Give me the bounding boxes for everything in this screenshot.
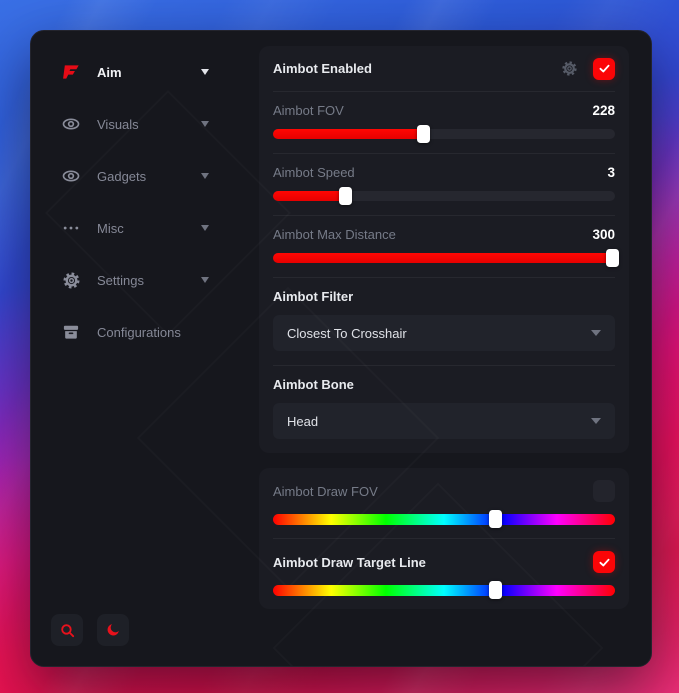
divider	[273, 538, 615, 539]
sidebar-item-misc[interactable]: Misc	[31, 202, 259, 254]
check-icon	[599, 64, 609, 73]
divider	[273, 277, 615, 278]
aimbot-draw-target-line-color-slider[interactable]	[273, 581, 615, 599]
chevron-down-icon	[591, 418, 601, 424]
slider-fill	[273, 510, 503, 528]
eye-icon	[61, 114, 81, 134]
slider-thumb[interactable]	[489, 510, 503, 528]
aimbot-filter-value: Closest To Crosshair	[287, 325, 407, 341]
aimbot-filter-row: Aimbot Filter Closest To Crosshair	[273, 278, 615, 365]
hue-gradient	[273, 514, 615, 525]
theme-toggle-button[interactable]	[97, 614, 129, 646]
aimbot-speed-row: Aimbot Speed 3	[273, 154, 615, 215]
aimbot-max-distance-row: Aimbot Max Distance 300	[273, 216, 619, 277]
chevron-down-icon	[201, 225, 209, 231]
aimbot-draw-fov-row: Aimbot Draw FOV	[273, 468, 615, 538]
aimbot-bone-label: Aimbot Bone	[273, 377, 354, 392]
aimbot-options-gear-button[interactable]	[561, 60, 578, 77]
sidebar-item-gadgets[interactable]: Gadgets	[31, 150, 259, 202]
archive-icon	[61, 322, 81, 342]
aimbot-enabled-row: Aimbot Enabled	[273, 46, 615, 91]
check-icon	[599, 558, 609, 566]
aimbot-filter-select[interactable]: Closest To Crosshair	[273, 315, 615, 351]
aimbot-speed-label: Aimbot Speed	[273, 165, 355, 180]
aimbot-max-distance-label: Aimbot Max Distance	[273, 227, 396, 242]
aimbot-max-distance-value: 300	[592, 227, 615, 242]
sidebar-item-label: Misc	[97, 220, 124, 236]
sidebar: Aim Visuals Gadgets	[31, 31, 259, 666]
chevron-down-icon	[201, 277, 209, 283]
slider-fill	[273, 249, 619, 267]
slider-thumb[interactable]	[489, 581, 503, 599]
aimbot-bone-row: Aimbot Bone Head	[273, 366, 615, 453]
aimbot-draw-target-line-checkbox[interactable]	[593, 551, 615, 573]
main-panel: Aimbot Enabled	[259, 31, 651, 666]
search-button[interactable]	[51, 614, 83, 646]
aimbot-speed-slider[interactable]	[273, 187, 615, 205]
gear-icon	[562, 61, 577, 76]
divider	[273, 365, 615, 366]
aimbot-filter-label: Aimbot Filter	[273, 289, 354, 304]
divider	[273, 215, 615, 216]
sidebar-item-label: Gadgets	[97, 168, 147, 184]
chevron-down-icon	[201, 173, 209, 179]
slider-thumb[interactable]	[605, 249, 619, 267]
eye-icon	[61, 166, 81, 186]
sidebar-footer	[51, 614, 129, 646]
aimbot-fov-slider[interactable]	[273, 125, 615, 143]
hue-gradient	[273, 585, 615, 596]
aimbot-fov-value: 228	[592, 103, 615, 118]
aimbot-bone-select[interactable]: Head	[273, 403, 615, 439]
ellipsis-icon	[61, 218, 81, 238]
sidebar-item-label: Settings	[97, 272, 144, 288]
aimbot-fov-row: Aimbot FOV 228	[273, 92, 615, 153]
aimbot-max-distance-slider[interactable]	[273, 249, 619, 267]
aimbot-bone-value: Head	[287, 413, 319, 429]
sidebar-item-label: Configurations	[97, 324, 181, 340]
divider	[273, 153, 615, 154]
chevron-down-icon	[201, 69, 209, 75]
divider	[273, 91, 615, 92]
slider-fill	[273, 581, 503, 599]
gear-icon	[61, 270, 81, 290]
aimbot-draw-fov-label: Aimbot Draw FOV	[273, 483, 378, 499]
sidebar-item-configurations[interactable]: Configurations	[31, 306, 259, 358]
sidebar-item-settings[interactable]: Settings	[31, 254, 259, 306]
chevron-down-icon	[201, 121, 209, 127]
brand-logo-icon	[61, 62, 81, 82]
slider-thumb[interactable]	[338, 187, 352, 205]
aimbot-draw-fov-checkbox[interactable]	[593, 480, 615, 502]
aimbot-draw-target-line-row: Aimbot Draw Target Line	[273, 539, 615, 609]
magnifier-icon	[59, 622, 76, 639]
moon-icon	[105, 622, 121, 638]
slider-fill	[273, 187, 352, 205]
sidebar-item-label: Visuals	[97, 116, 139, 132]
aimbot-settings-card: Aimbot Enabled	[259, 46, 629, 453]
aimbot-draw-target-line-label: Aimbot Draw Target Line	[273, 554, 426, 570]
slider-fill	[273, 125, 431, 143]
sidebar-item-visuals[interactable]: Visuals	[31, 98, 259, 150]
aimbot-enabled-checkbox[interactable]	[593, 57, 615, 80]
aimbot-fov-label: Aimbot FOV	[273, 103, 344, 118]
sidebar-item-label: Aim	[97, 64, 122, 80]
aimbot-speed-value: 3	[607, 165, 615, 180]
sidebar-item-aim[interactable]: Aim	[31, 46, 259, 98]
aimbot-enabled-label: Aimbot Enabled	[273, 61, 372, 76]
aimbot-draw-card: Aimbot Draw FOV Aimbot Draw Target Line	[259, 468, 629, 609]
aimbot-draw-fov-color-slider[interactable]	[273, 510, 615, 528]
chevron-down-icon	[591, 330, 601, 336]
cheat-menu-window: Aim Visuals Gadgets	[30, 30, 652, 667]
slider-thumb[interactable]	[417, 125, 431, 143]
